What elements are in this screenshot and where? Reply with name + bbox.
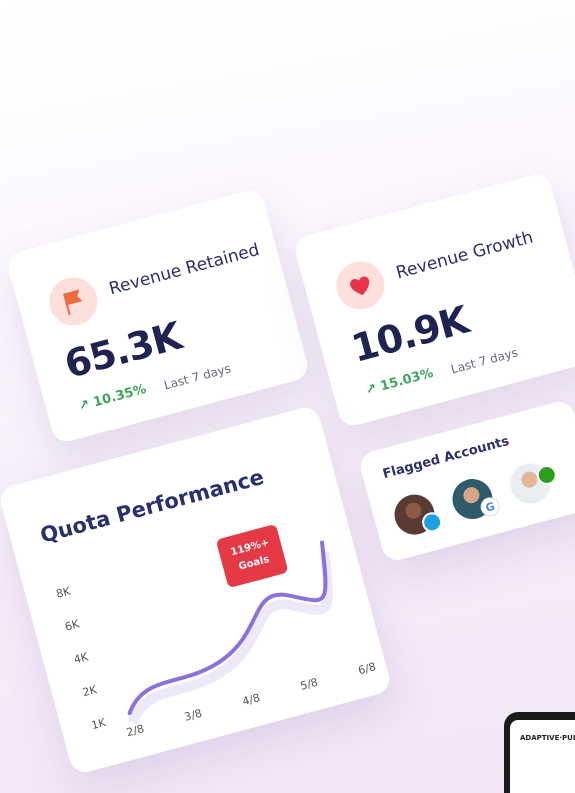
device-brand: ADAPTIVE·PUL bbox=[520, 734, 575, 742]
change: ↗ 15.03% bbox=[363, 365, 436, 399]
revenue-retained-card: Revenue Retained 65.3K ↗ 10.35% Last 7 d… bbox=[5, 187, 311, 445]
svg-text:G: G bbox=[484, 500, 496, 515]
change: ↗ 10.35% bbox=[76, 381, 149, 415]
quota-performance-card: Quota Performance 8K 6K 4K 2K 1K 2/8 3/8 4/8 5/… bbox=[0, 404, 393, 776]
device-screen: ADAPTIVE·PUL bbox=[510, 720, 575, 793]
device-frame: ADAPTIVE·PUL bbox=[504, 712, 575, 793]
change-value: 15.03% bbox=[378, 365, 436, 395]
card-title: Revenue Growth bbox=[393, 227, 536, 284]
change-value: 10.35% bbox=[91, 381, 149, 411]
period: Last 7 days bbox=[162, 361, 233, 393]
quota-curve bbox=[127, 540, 334, 725]
heart-icon bbox=[330, 256, 390, 315]
period: Last 7 days bbox=[449, 345, 520, 377]
revenue-growth-card: Revenue Growth 10.9K ↗ 15.03% Last 7 day… bbox=[292, 171, 575, 429]
flag-icon bbox=[43, 272, 103, 331]
flagged-accounts-card: Flagged Accounts G bbox=[357, 398, 575, 564]
account-avatars: G bbox=[394, 463, 557, 535]
card-title: Revenue Retained bbox=[106, 239, 262, 300]
